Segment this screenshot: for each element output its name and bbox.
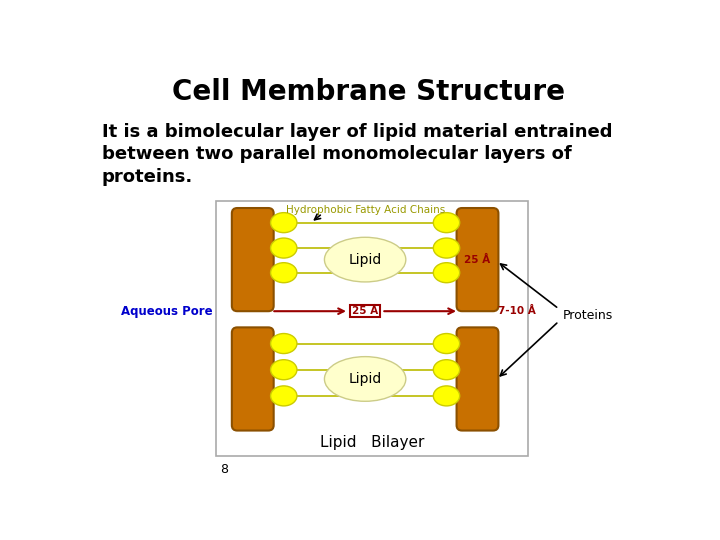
Text: Hydrophobic Fatty Acid Chains: Hydrophobic Fatty Acid Chains: [286, 205, 445, 214]
Ellipse shape: [433, 262, 459, 283]
Text: It is a bimolecular layer of lipid material entrained
between two parallel monom: It is a bimolecular layer of lipid mater…: [102, 123, 612, 186]
Ellipse shape: [325, 356, 406, 401]
Text: Lipid: Lipid: [348, 253, 382, 267]
Bar: [216, 201, 528, 456]
Ellipse shape: [433, 238, 459, 258]
Bar: [351, 305, 380, 318]
Ellipse shape: [325, 237, 406, 282]
Ellipse shape: [433, 386, 459, 406]
Text: Lipid   Bilayer: Lipid Bilayer: [320, 435, 424, 450]
FancyBboxPatch shape: [232, 208, 274, 311]
Text: 25 Å: 25 Å: [352, 306, 378, 316]
Ellipse shape: [433, 360, 459, 380]
Text: Proteins: Proteins: [563, 308, 613, 321]
Ellipse shape: [433, 213, 459, 233]
Text: 8: 8: [220, 463, 228, 476]
Ellipse shape: [271, 360, 297, 380]
Ellipse shape: [271, 238, 297, 258]
Ellipse shape: [433, 334, 459, 354]
Ellipse shape: [271, 213, 297, 233]
Text: 7-10 Å: 7-10 Å: [498, 306, 536, 316]
Text: 25 Å: 25 Å: [464, 254, 490, 265]
Ellipse shape: [271, 386, 297, 406]
FancyBboxPatch shape: [232, 327, 274, 430]
FancyBboxPatch shape: [456, 327, 498, 430]
Text: Cell Membrane Structure: Cell Membrane Structure: [173, 78, 565, 106]
Ellipse shape: [271, 262, 297, 283]
Text: Aqueous Pore: Aqueous Pore: [121, 305, 212, 318]
Text: Lipid: Lipid: [348, 372, 382, 386]
FancyBboxPatch shape: [456, 208, 498, 311]
Ellipse shape: [271, 334, 297, 354]
